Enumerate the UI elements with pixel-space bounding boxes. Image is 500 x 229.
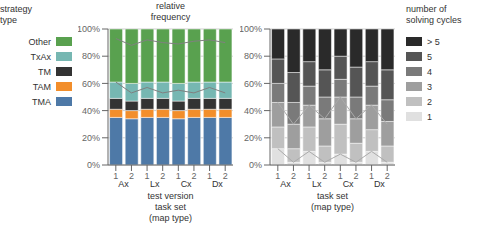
- html-text:Lx: Lx: [312, 179, 322, 189]
- svg-text:0%: 0%: [87, 160, 100, 170]
- html-text:Lx: Lx: [150, 179, 160, 189]
- html-text:1: 1: [427, 111, 432, 122]
- html-text:5: 5: [427, 51, 432, 62]
- svg-text:40%: 40%: [244, 106, 262, 116]
- html-text:TAM: TAM: [32, 81, 51, 92]
- html-text:Cx: Cx: [180, 179, 192, 189]
- svg-text:2: 2: [129, 171, 134, 179]
- html-text:task set: task set: [317, 191, 348, 201]
- html-text:4: 4: [427, 66, 432, 77]
- html-text:number of solving cycles: number of solving cycles: [406, 4, 462, 25]
- html-text:Other: Other: [28, 36, 51, 47]
- html-text:Ax: Ax: [118, 179, 129, 189]
- html-text:test version: test version: [147, 191, 194, 201]
- svg-text:1: 1: [307, 171, 312, 179]
- svg-text:2: 2: [223, 171, 228, 179]
- html-text:TxAx: TxAx: [30, 51, 51, 62]
- svg-text:2: 2: [322, 171, 327, 179]
- svg-text:80%: 80%: [244, 51, 262, 61]
- html-text:2: 2: [427, 96, 432, 107]
- svg-text:1: 1: [338, 171, 343, 179]
- html-text:TMA: TMA: [32, 96, 51, 107]
- html-text:TM: TM: [38, 66, 51, 77]
- html-text:Ax: Ax: [280, 179, 291, 189]
- svg-text:2: 2: [385, 171, 390, 179]
- svg-text:60%: 60%: [82, 79, 100, 89]
- html-text:> 5: > 5: [427, 36, 440, 47]
- html-text:Cx: Cx: [342, 179, 354, 189]
- html-text:Dx: Dx: [373, 179, 385, 189]
- svg-text:80%: 80%: [82, 51, 100, 61]
- html-text:strategy type: strategy type: [0, 4, 32, 25]
- svg-text:1: 1: [275, 171, 280, 179]
- svg-text:1: 1: [207, 171, 212, 179]
- svg-text:2: 2: [191, 171, 196, 179]
- svg-text:2: 2: [160, 171, 165, 179]
- svg-text:100%: 100%: [240, 24, 262, 34]
- html-text:Dx: Dx: [211, 179, 223, 189]
- svg-text:20%: 20%: [244, 133, 262, 143]
- svg-text:2: 2: [353, 171, 358, 179]
- html-text:relative frequency: relative frequency: [150, 1, 191, 22]
- svg-text:1: 1: [113, 171, 118, 179]
- svg-text:1: 1: [369, 171, 374, 179]
- svg-text:0%: 0%: [249, 160, 262, 170]
- svg-text:60%: 60%: [244, 79, 262, 89]
- svg-text:20%: 20%: [82, 133, 100, 143]
- html-text:3: 3: [427, 81, 432, 92]
- svg-text:40%: 40%: [82, 106, 100, 116]
- svg-text:100%: 100%: [78, 24, 100, 34]
- svg-text:1: 1: [145, 171, 150, 179]
- svg-text:1: 1: [176, 171, 181, 179]
- svg-text:2: 2: [291, 171, 296, 179]
- html-text:task set (map type): task set (map type): [149, 202, 192, 223]
- html-text:(map type): (map type): [311, 202, 354, 212]
